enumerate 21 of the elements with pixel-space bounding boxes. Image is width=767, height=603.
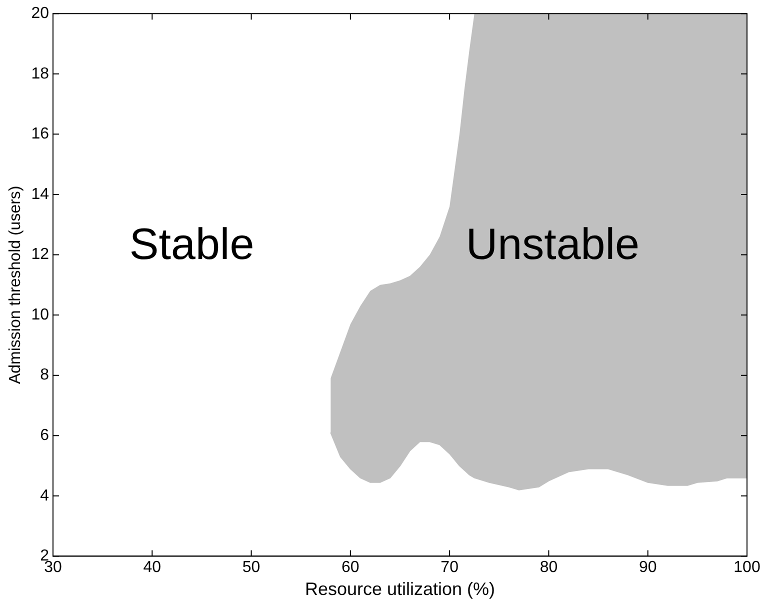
y-tick-label: 12: [31, 246, 50, 264]
y-tick-label: 8: [40, 366, 50, 384]
annotation: Stable: [129, 220, 254, 270]
annotation: Unstable: [466, 220, 640, 270]
x-tick-label: 100: [734, 559, 760, 576]
x-tick-label: 80: [540, 559, 558, 576]
x-tick-label: 30: [44, 559, 62, 576]
y-tick-label: 18: [31, 65, 50, 82]
x-tick-label: 60: [342, 559, 360, 576]
y-tick-label: 16: [31, 126, 50, 143]
y-tick-label: 6: [40, 427, 50, 444]
y-axis-title: Admission threshold (users): [7, 186, 24, 384]
x-tick-label: 40: [143, 559, 162, 576]
x-axis-title: Resource utilization (%): [304, 579, 496, 600]
x-tick-label: 90: [638, 559, 657, 576]
y-tick-label: 14: [31, 186, 50, 203]
x-tick-label: 70: [440, 559, 459, 576]
y-tick-label: 10: [31, 306, 50, 324]
x-tick-label: 50: [242, 559, 260, 576]
y-tick-label: 20: [31, 5, 50, 22]
y-tick-label: 4: [40, 487, 50, 504]
